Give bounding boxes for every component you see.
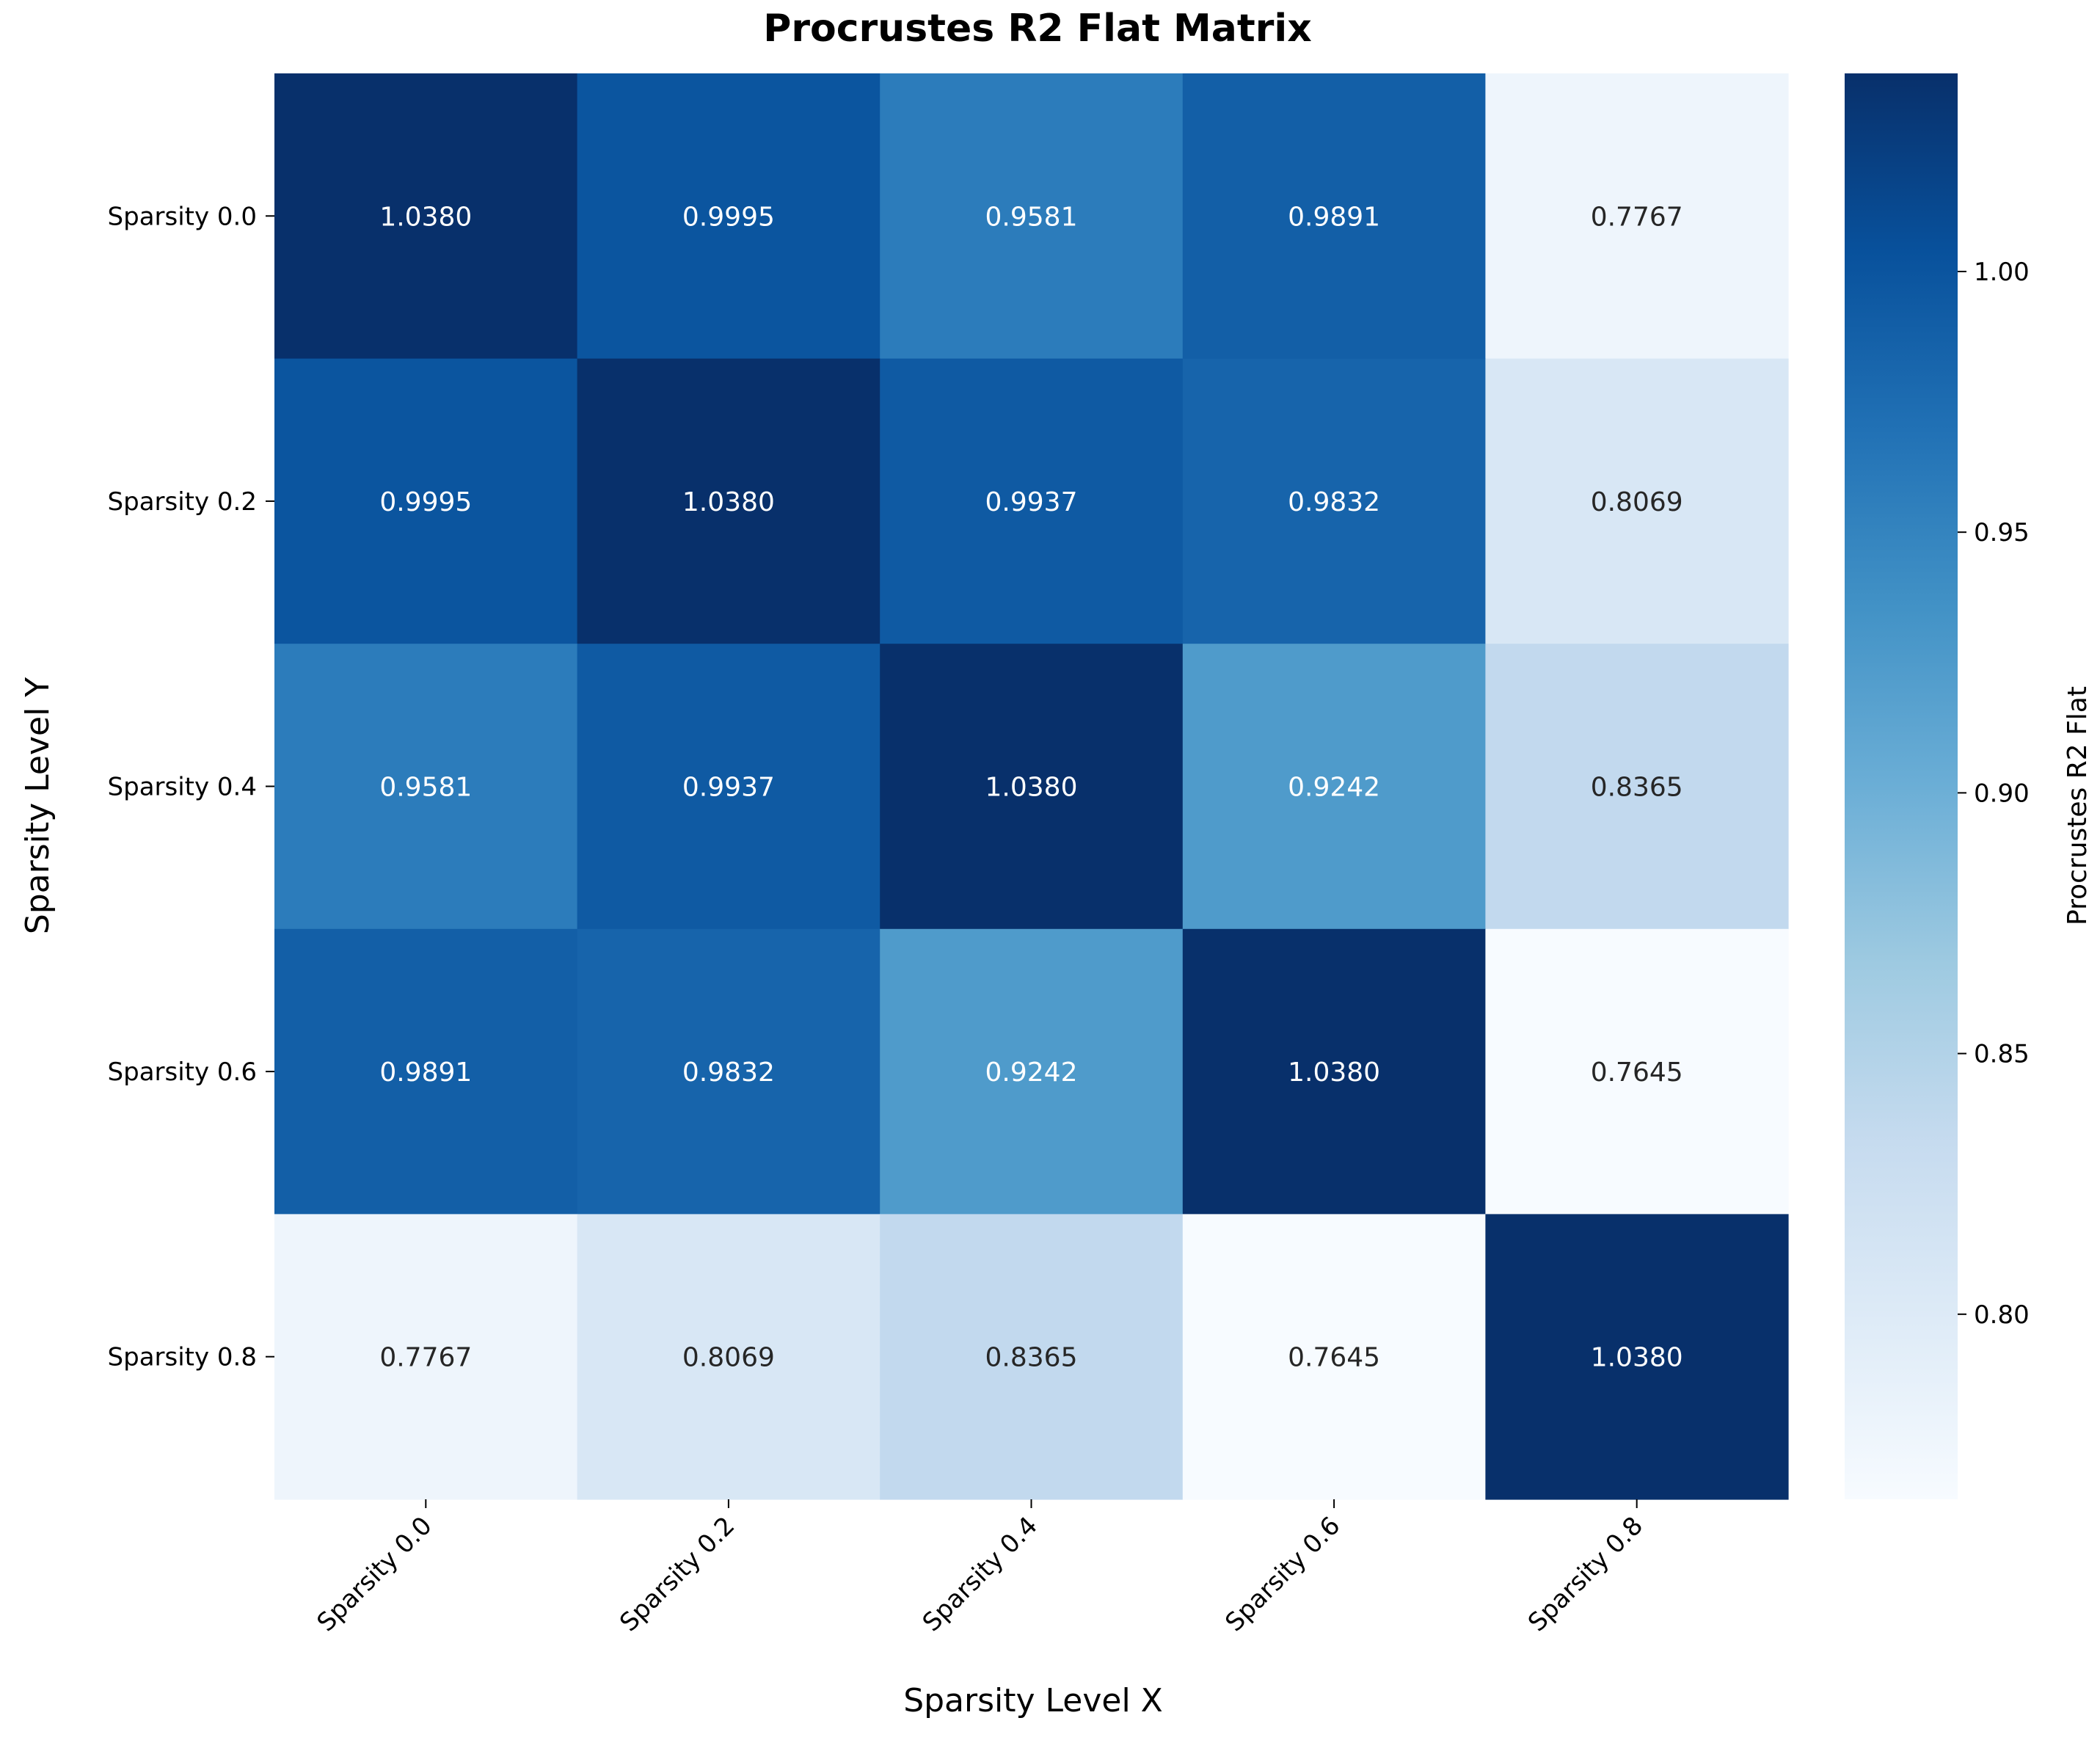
cell-value-label: 0.7645	[1591, 1058, 1683, 1088]
cell-value-label: 0.8069	[682, 1343, 775, 1373]
heatmap-cell	[1485, 358, 1789, 644]
cell-value-label: 1.0380	[1591, 1343, 1683, 1373]
heatmap-cell	[1485, 644, 1789, 930]
y-tick-label: Sparsity 0.2	[108, 487, 257, 517]
y-tick-label: Sparsity 0.8	[108, 1343, 257, 1372]
heatmap-cell	[1182, 644, 1486, 930]
colorbar-tick-label: 0.85	[1974, 1040, 2030, 1069]
cell-value-label: 1.0380	[985, 773, 1078, 803]
colorbar-tick-label: 1.00	[1974, 258, 2030, 287]
heatmap-cell	[880, 928, 1184, 1215]
heatmap-cells	[274, 73, 1789, 1500]
colorbar-ticks: 0.80 0.85 0.90 0.95 1.00	[1958, 258, 2030, 1330]
y-axis-label: Sparsity Level Y	[19, 677, 56, 934]
heatmap-cell	[880, 1214, 1184, 1500]
colorbar-label: Procrustes R2 Flat	[2063, 686, 2093, 925]
cell-value-label: 1.0380	[682, 487, 775, 517]
cell-value-label: 0.9242	[985, 1058, 1078, 1088]
heatmap-cell	[1182, 73, 1486, 360]
cell-value-label: 0.9891	[379, 1058, 472, 1088]
cell-value-label: 0.9581	[379, 773, 472, 803]
colorbar-tick-label: 0.95	[1974, 518, 2030, 547]
heatmap-cell	[1485, 928, 1789, 1215]
cell-value-label: 0.8069	[1591, 487, 1683, 517]
heatmap-cell	[880, 73, 1184, 360]
cell-value-label: 0.9937	[985, 487, 1078, 517]
cell-value-label: 0.9995	[682, 202, 775, 232]
heatmap-cell	[274, 73, 578, 360]
heatmap-cell	[274, 928, 578, 1215]
heatmap-cell	[274, 644, 578, 930]
heatmap-cell	[577, 358, 881, 644]
heatmap-cell	[577, 644, 881, 930]
cell-value-label: 0.9581	[985, 202, 1078, 232]
y-tick-label: Sparsity 0.6	[108, 1058, 257, 1087]
heatmap-cell	[880, 358, 1184, 644]
cell-value-label: 1.0380	[379, 202, 472, 232]
heatmap-cell	[274, 1214, 578, 1500]
y-tick-label: Sparsity 0.4	[108, 773, 257, 802]
y-axis: Sparsity 0.0 Sparsity 0.2 Sparsity 0.4 Spar…	[108, 202, 274, 1372]
cell-value-label: 0.9242	[1288, 773, 1380, 803]
heatmap-cell	[1485, 1214, 1789, 1500]
heatmap-cell	[1182, 928, 1486, 1215]
cell-value-label: 0.9891	[1288, 202, 1380, 232]
heatmap-cell	[577, 73, 881, 360]
heatmap-cell	[1182, 1214, 1486, 1500]
heatmap-cell	[1182, 358, 1486, 644]
heatmap-cell	[274, 358, 578, 644]
heatmap-cell	[577, 1214, 881, 1500]
cell-value-label: 0.8365	[985, 1343, 1078, 1373]
colorbar-tick-label: 0.80	[1974, 1300, 2030, 1330]
cell-value-label: 0.7645	[1288, 1343, 1380, 1373]
cell-value-label: 0.9832	[682, 1058, 775, 1088]
cell-value-label: 0.9995	[379, 487, 472, 517]
cell-value-label: 0.9832	[1288, 487, 1380, 517]
cell-value-label: 0.9937	[682, 773, 775, 803]
y-tick-label: Sparsity 0.0	[108, 202, 257, 231]
heatmap-cell	[577, 928, 881, 1215]
cell-value-label: 0.7767	[379, 1343, 472, 1373]
colorbar	[1845, 73, 1958, 1499]
heatmap-cell	[880, 644, 1184, 930]
cell-value-label: 1.0380	[1288, 1058, 1380, 1088]
heatmap-cell	[1485, 73, 1789, 360]
heatmap-cell-labels: 1.0380 0.9995 0.9581 0.9891 0.7767 0.9995 1.03…	[379, 202, 1682, 1372]
colorbar-tick-label: 0.90	[1974, 779, 2030, 808]
cell-value-label: 0.8365	[1591, 773, 1683, 803]
x-axis-label: Sparsity Level X	[903, 1682, 1163, 1719]
cell-value-label: 0.7767	[1591, 202, 1683, 232]
chart-title: Procrustes R2 Flat Matrix	[763, 7, 1312, 51]
